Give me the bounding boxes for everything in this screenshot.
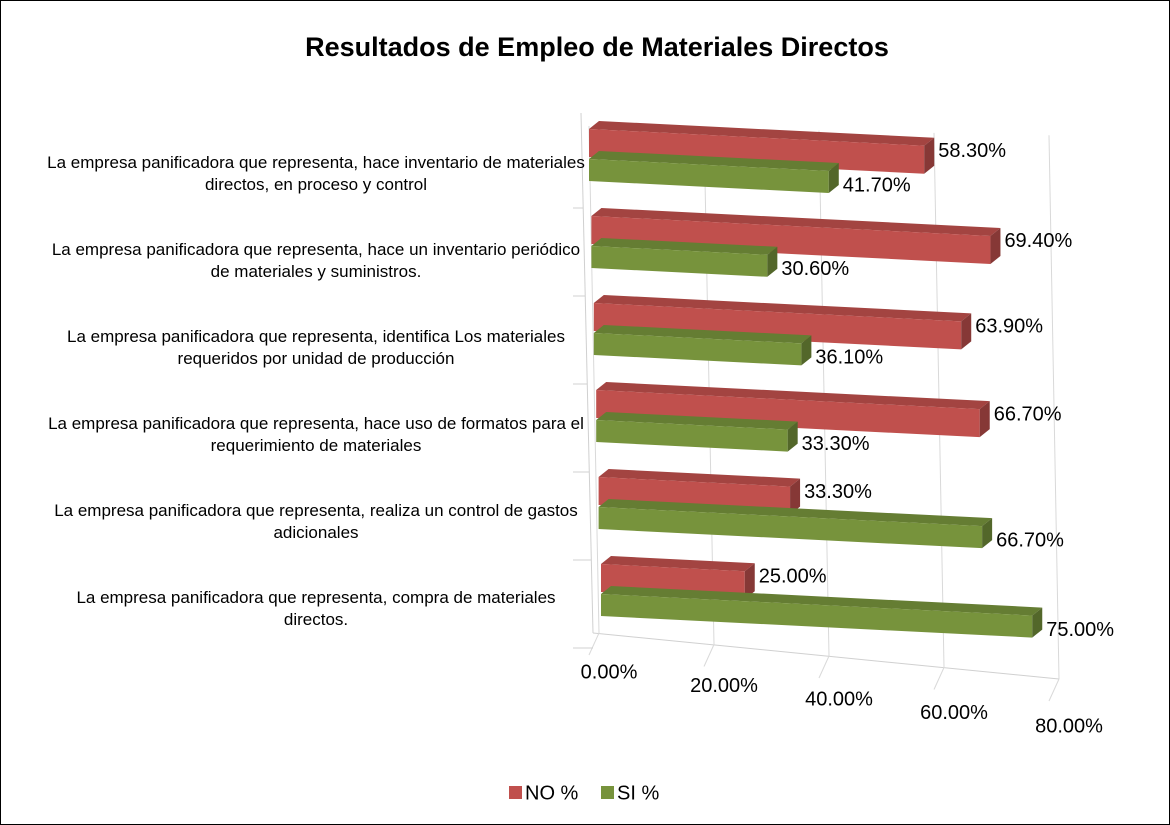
bar (593, 303, 962, 350)
value-label: 30.60% (781, 258, 849, 280)
value-label: 69.40% (1004, 230, 1072, 252)
bar-top (598, 469, 801, 487)
bar-top (589, 151, 839, 171)
bar-top (596, 412, 798, 430)
value-label: 36.10% (815, 347, 883, 369)
x-tick-label: 60.00% (920, 702, 988, 724)
value-label: 33.30% (804, 481, 872, 503)
bar-side (828, 162, 839, 193)
grid-line (1048, 135, 1060, 680)
bar-side (787, 421, 798, 452)
axis-line (580, 112, 594, 634)
category-label: La empresa panificadora que representa, … (48, 414, 584, 455)
floor-line (592, 632, 1060, 680)
bar (589, 159, 829, 193)
value-label: 75.00% (1046, 619, 1114, 641)
floor-tick (933, 667, 945, 690)
bar-side (979, 401, 990, 438)
bar-top (596, 382, 990, 410)
grid-line (588, 125, 600, 634)
chart-title: Resultados de Empleo de Materiales Direc… (305, 32, 889, 62)
x-tick-label: 80.00% (1035, 715, 1103, 737)
bar (601, 594, 1033, 638)
value-label: 63.90% (975, 316, 1043, 338)
bar-side (982, 518, 993, 549)
bar-top (601, 586, 1043, 616)
bar-top (593, 295, 972, 322)
bar-side (790, 478, 801, 515)
category-label: La empresa panificadora que representa, … (76, 588, 556, 629)
category-label: La empresa panificadora que representa, … (51, 240, 581, 281)
bar-side (961, 313, 972, 350)
bar-top (591, 208, 1001, 236)
bar (591, 216, 991, 264)
value-label: 41.70% (843, 174, 911, 196)
category-label: La empresa panificadora que representa, … (47, 153, 585, 194)
bar-side (801, 335, 812, 366)
bar-top (591, 238, 778, 255)
x-tick-label: 0.00% (581, 661, 638, 683)
bar (596, 390, 980, 438)
x-tick-label: 40.00% (805, 688, 873, 710)
bar-top (589, 121, 935, 146)
category-label: La empresa panificadora que representa, … (54, 501, 578, 542)
value-label: 58.30% (938, 140, 1006, 162)
bar-top (593, 325, 812, 344)
floor-tick (703, 644, 715, 667)
floor-tick (1048, 678, 1060, 702)
legend-label: SI % (617, 782, 659, 804)
value-label: 25.00% (759, 565, 827, 587)
bar (596, 420, 788, 452)
legend-swatch (509, 786, 522, 799)
bar (593, 333, 802, 366)
value-label: 66.70% (996, 529, 1064, 551)
legend-swatch (601, 786, 614, 799)
value-label: 33.30% (802, 433, 870, 455)
bar-side (767, 246, 778, 277)
bar-side (924, 137, 935, 174)
bar-top (598, 499, 993, 527)
bar (591, 246, 768, 277)
legend-label: NO % (525, 782, 579, 804)
bar-side (1032, 607, 1043, 638)
bar-side (744, 563, 755, 600)
bar (598, 507, 983, 549)
bar-side (990, 227, 1001, 264)
x-tick-label: 20.00% (690, 675, 758, 697)
floor-tick (588, 632, 600, 656)
category-label: La empresa panificadora que representa, … (66, 327, 565, 368)
value-label: 66.70% (994, 403, 1062, 425)
bar-top (601, 556, 755, 572)
floor-tick (818, 655, 830, 679)
bar (589, 129, 925, 174)
